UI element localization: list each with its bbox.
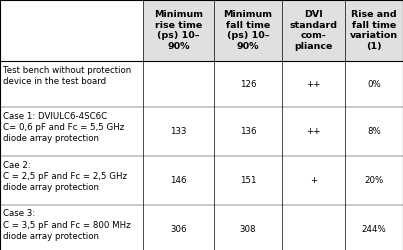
- Bar: [0, 108, 143, 156]
- Bar: [143, 61, 214, 108]
- Bar: [0, 156, 143, 205]
- Bar: [345, 108, 403, 156]
- Text: Minimum
rise time
(ps) 10–
90%: Minimum rise time (ps) 10– 90%: [154, 10, 203, 51]
- Text: Case 3:
C = 3,5 pF and Fᴄ = 800 MHz
diode array protection: Case 3: C = 3,5 pF and Fᴄ = 800 MHz diod…: [3, 210, 131, 241]
- Text: 308: 308: [240, 225, 256, 234]
- Text: 244%: 244%: [361, 225, 386, 234]
- Bar: [143, 0, 214, 61]
- Text: 0%: 0%: [367, 80, 381, 89]
- Bar: [345, 156, 403, 205]
- Bar: [143, 205, 214, 250]
- Bar: [0, 205, 143, 250]
- Bar: [345, 61, 403, 108]
- Bar: [345, 205, 403, 250]
- Text: Rise and
fall time
variation
(1): Rise and fall time variation (1): [350, 10, 398, 51]
- Text: 146: 146: [170, 176, 187, 185]
- Text: 151: 151: [240, 176, 256, 185]
- Text: Cae 2:
C = 2,5 pF and Fᴄ = 2,5 GHz
diode array protection: Cae 2: C = 2,5 pF and Fᴄ = 2,5 GHz diode…: [3, 161, 127, 192]
- Text: DVI
standard
com-
pliance: DVI standard com- pliance: [289, 10, 337, 51]
- Text: 8%: 8%: [367, 127, 381, 136]
- Text: ++: ++: [306, 127, 320, 136]
- Bar: [0, 0, 143, 61]
- Bar: [143, 156, 214, 205]
- Bar: [0, 61, 143, 108]
- Bar: [214, 61, 282, 108]
- Bar: [214, 0, 282, 61]
- Text: 20%: 20%: [364, 176, 383, 185]
- Text: 306: 306: [170, 225, 187, 234]
- Bar: [214, 156, 282, 205]
- Bar: [214, 108, 282, 156]
- Bar: [282, 205, 345, 250]
- Bar: [143, 108, 214, 156]
- Bar: [282, 0, 345, 61]
- Bar: [345, 0, 403, 61]
- Text: +: +: [310, 176, 317, 185]
- Bar: [214, 205, 282, 250]
- Text: Test bench without protection
device in the test board: Test bench without protection device in …: [3, 66, 131, 86]
- Text: ++: ++: [306, 80, 320, 89]
- Bar: [282, 61, 345, 108]
- Bar: [282, 108, 345, 156]
- Text: 133: 133: [170, 127, 187, 136]
- Bar: [282, 156, 345, 205]
- Text: 136: 136: [240, 127, 256, 136]
- Text: Case 1: DVIULC6-4SC6C
C= 0,6 pF and Fᴄ = 5,5 GHz
diode array protection: Case 1: DVIULC6-4SC6C C= 0,6 pF and Fᴄ =…: [3, 112, 125, 143]
- Text: 126: 126: [240, 80, 256, 89]
- Text: Minimum
fall time
(ps) 10–
90%: Minimum fall time (ps) 10– 90%: [223, 10, 272, 51]
